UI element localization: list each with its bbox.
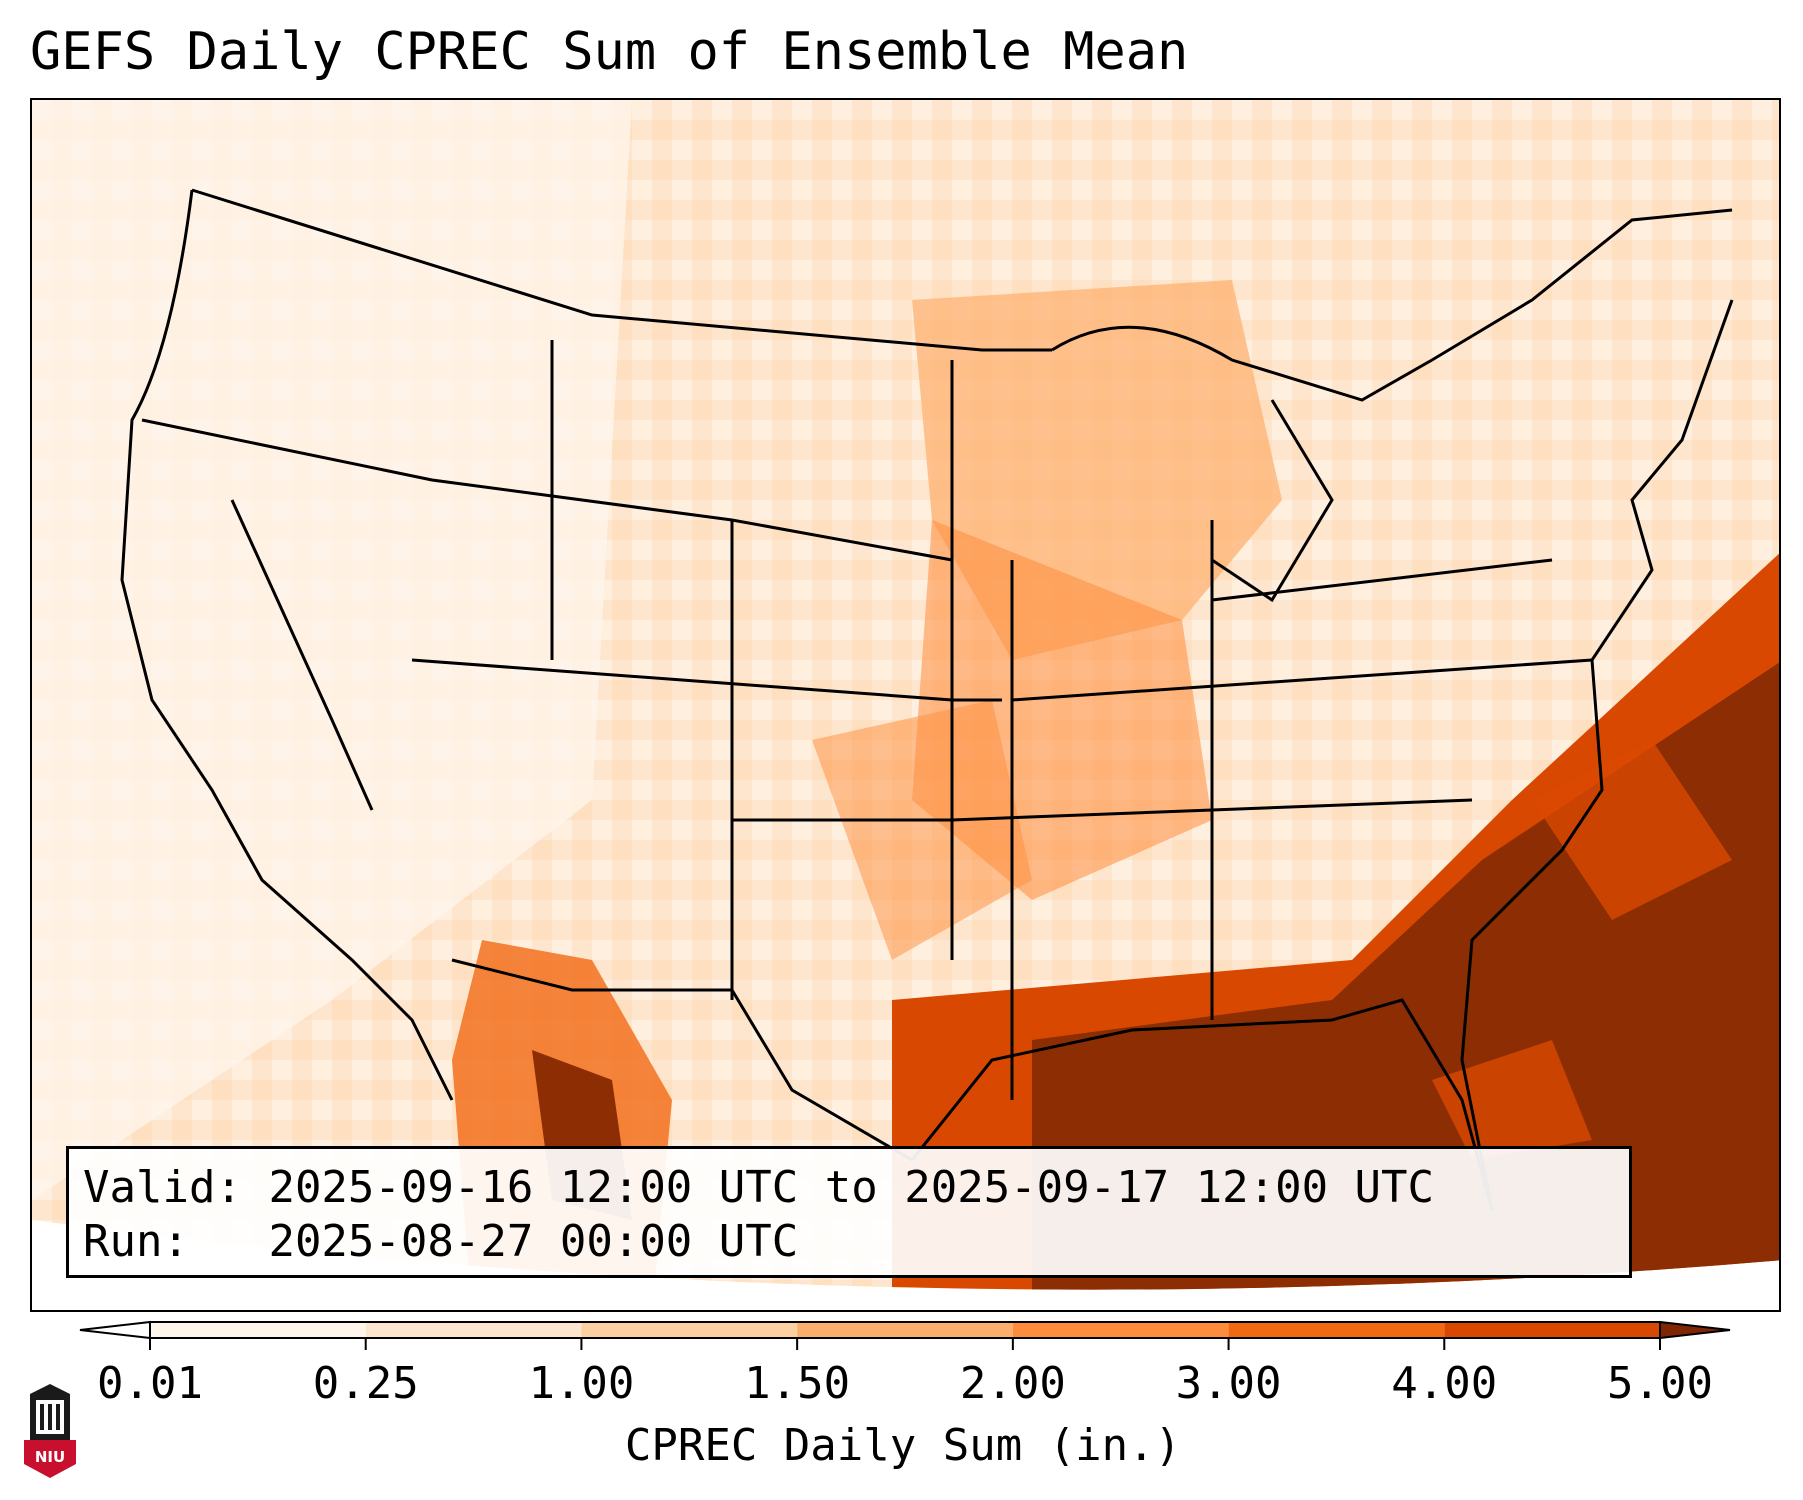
colorbar-segment [365,1322,582,1338]
state-line-a [141,418,953,562]
university-tower-icon: NIU [24,1384,76,1478]
run-line: Run: 2025-08-27 00:00 UTC [83,1215,1615,1269]
run-label: Run: [83,1216,189,1267]
east-coast [1460,299,1734,1211]
state-line-k [1211,558,1553,602]
colorbar-segment [581,1322,798,1338]
precip-map [32,100,1779,1310]
logo-text: NIU [35,1448,65,1466]
colorbar-segment [1228,1322,1445,1338]
colorbar [79,1320,1731,1350]
colorbar-extend-low [79,1320,151,1340]
colorbar-tick-label: 2.00 [959,1358,1066,1409]
info-box: Valid: 2025-09-16 12:00 UTC to 2025-09-1… [66,1146,1632,1278]
colorbar-tick-label: 1.00 [528,1358,635,1409]
colorbar-tick-label: 0.25 [312,1358,419,1409]
colorbar-tick-label: 1.50 [744,1358,851,1409]
colorbar-tick-label: 0.01 [97,1358,203,1409]
colorbar-segment [797,1322,1013,1338]
colorbar-frame [149,1321,1661,1339]
colorbar-extend-high [1659,1320,1731,1340]
colorbar-tick-label: 4.00 [1391,1358,1498,1409]
colorbar-tick-label: 5.00 [1607,1358,1713,1409]
valid-label: Valid: [83,1162,242,1213]
map-title: GEFS Daily CPREC Sum of Ensemble Mean [30,22,1189,82]
gulf-coast [910,998,1494,1211]
great-lakes-border [1051,208,1733,402]
michigan-outline [1211,399,1334,603]
west-coast-line [120,189,454,1101]
colorbar-tick-label: 3.00 [1175,1358,1282,1409]
canada-border [191,188,1052,352]
colorbar-segment [150,1322,366,1338]
valid-line: Valid: 2025-09-16 12:00 UTC to 2025-09-1… [83,1161,1615,1215]
nevada-line [230,499,374,811]
state-line-j [1011,658,1593,702]
map-panel [30,98,1781,1312]
precip-field [32,100,1779,1290]
boundaries [120,188,1734,1211]
state-line-h [951,798,1473,822]
run-value: 2025-08-27 00:00 UTC [268,1216,799,1267]
colorbar-segment [1444,1322,1660,1338]
colorbar-label: CPREC Daily Sum (in.) [624,1420,1182,1471]
valid-value: 2025-09-16 12:00 UTC to 2025-09-17 12:00… [268,1162,1435,1213]
colorbar-segment [1012,1322,1229,1338]
